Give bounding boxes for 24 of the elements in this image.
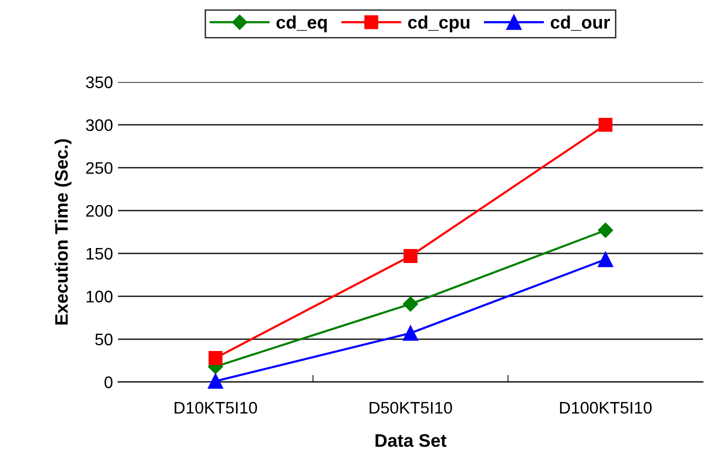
legend-label: cd_cpu [408, 15, 470, 32]
point [402, 296, 418, 312]
y-axis-title: Execution Time (Sec.) [54, 139, 72, 324]
point [598, 252, 614, 268]
point [208, 351, 222, 365]
y-tick-label: 50 [95, 334, 112, 346]
y-tick-label: 150 [86, 248, 112, 260]
x-tick-label: D100KT5I10 [560, 402, 652, 414]
y-tick-label: 300 [86, 119, 112, 132]
x-tick-label: D10KT5I10 [174, 402, 258, 414]
point [404, 249, 418, 263]
legend-label: cd_our [550, 15, 610, 31]
y-tick-label: 200 [86, 204, 112, 217]
legend-label: cd_eq [276, 15, 327, 32]
point [208, 374, 224, 389]
x-tick-label: D50KT5I10 [370, 402, 452, 414]
point [598, 118, 612, 132]
point [598, 222, 614, 238]
y-tick-label: 100 [86, 290, 112, 302]
y-tick-label: 0 [104, 376, 112, 388]
point [402, 326, 418, 341]
x-axis-title: Data Set [376, 434, 446, 447]
y-tick-label: 350 [86, 76, 112, 88]
y-tick-label: 250 [86, 162, 112, 174]
